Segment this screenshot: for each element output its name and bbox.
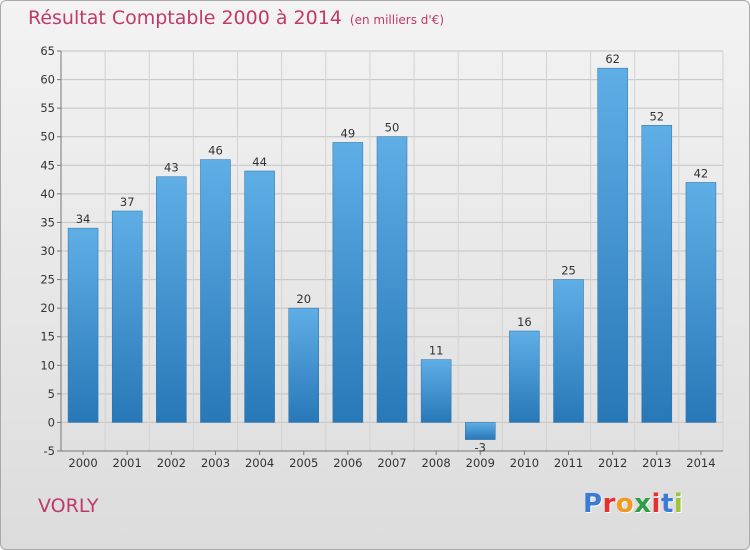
data-label-2002: 43	[164, 161, 179, 175]
y-tick-label: 10	[40, 358, 55, 372]
data-label-2010: 16	[517, 315, 532, 329]
y-tick-label: 65	[40, 44, 55, 58]
y-tick-label: 40	[40, 187, 55, 201]
bar-2000[interactable]	[67, 227, 99, 423]
x-tick-label: 2014	[686, 456, 715, 470]
y-tick-label: 45	[40, 158, 55, 172]
data-label-2009: -3	[475, 441, 486, 455]
bar-2013[interactable]	[641, 125, 673, 423]
bar-2010[interactable]	[509, 330, 540, 423]
x-tick-label: 2007	[377, 456, 406, 470]
data-label-2003: 46	[208, 144, 223, 158]
y-tick-label: 20	[40, 301, 55, 315]
data-label-2000: 34	[76, 212, 91, 226]
bar-2005[interactable]	[288, 307, 319, 423]
y-tick-label: 60	[40, 73, 55, 87]
y-tick-label: 50	[40, 130, 55, 144]
logo-letter: o	[615, 489, 635, 519]
logo-letter: P	[583, 489, 603, 519]
data-label-2007: 50	[385, 121, 400, 135]
x-tick-label: 2004	[245, 456, 274, 470]
bar-2012[interactable]	[597, 67, 628, 423]
x-tick-label: 2011	[554, 456, 583, 470]
x-tick-label: 2003	[201, 456, 230, 470]
y-tick-label: 30	[40, 244, 55, 258]
y-tick-label: 5	[48, 387, 55, 401]
x-tick-label: 2013	[642, 456, 671, 470]
data-labels: 34 37 43 46 44 20 49 50 11 -3 16 25 62 52 42	[76, 52, 709, 454]
x-tick-label: 2001	[113, 456, 142, 470]
proxiti-logo[interactable]: Proxiti	[583, 489, 683, 519]
bar-2008[interactable]	[420, 359, 452, 423]
x-tick-label: 2002	[157, 456, 186, 470]
y-tick-label: -5	[44, 444, 55, 458]
bar-2014[interactable]	[685, 182, 717, 423]
logo-letter: i	[673, 489, 684, 519]
bar-2001[interactable]	[111, 210, 143, 423]
bar-2009[interactable]	[465, 422, 496, 440]
data-label-2011: 25	[561, 264, 576, 278]
data-label-2008: 11	[429, 344, 444, 358]
x-tick-label: 2012	[598, 456, 627, 470]
logo-letter: r	[602, 489, 616, 519]
y-tick-label: 0	[48, 415, 55, 429]
y-tick-label: 15	[40, 330, 55, 344]
data-label-2006: 49	[341, 126, 356, 140]
chart-subtitle: (en milliers d'€)	[349, 13, 445, 27]
x-tick-label: 2008	[421, 456, 450, 470]
data-label-2013: 52	[649, 109, 664, 123]
y-tick-label: 55	[40, 101, 55, 115]
logo-letter: i	[651, 489, 661, 519]
logo-letter: t	[660, 489, 674, 519]
logo-letter: x	[634, 489, 652, 519]
data-label-2012: 62	[605, 52, 620, 66]
bar-2011[interactable]	[553, 279, 584, 423]
bar-2002[interactable]	[156, 176, 187, 423]
y-tick-label: 35	[40, 215, 55, 229]
bar-2007[interactable]	[376, 136, 408, 423]
x-tick-label: 2000	[68, 456, 97, 470]
chart-title-text: Résultat Comptable 2000 à 2014	[28, 7, 342, 29]
bar-2006[interactable]	[332, 142, 364, 423]
data-label-2005: 20	[296, 292, 311, 306]
bars	[67, 67, 717, 440]
data-label-2001: 37	[120, 195, 135, 209]
bar-2003[interactable]	[200, 159, 231, 423]
x-tick-label: 2005	[289, 456, 318, 470]
y-tick-label: 25	[40, 273, 55, 287]
data-label-2004: 44	[252, 155, 267, 169]
x-tick-label: 2006	[333, 456, 362, 470]
x-tick-label: 2009	[466, 456, 495, 470]
location-name: VORLY	[38, 495, 99, 517]
bar-2004[interactable]	[244, 170, 275, 423]
axes: -5 0 5 10 15 20 25 30 35 40 45 50 55 60 65 2000 2001 2002…	[40, 44, 723, 470]
chart-title: Résultat Comptable 2000 à 2014 (en millie…	[28, 7, 444, 29]
x-tick-label: 2010	[510, 456, 539, 470]
data-label-2014: 42	[694, 166, 709, 180]
